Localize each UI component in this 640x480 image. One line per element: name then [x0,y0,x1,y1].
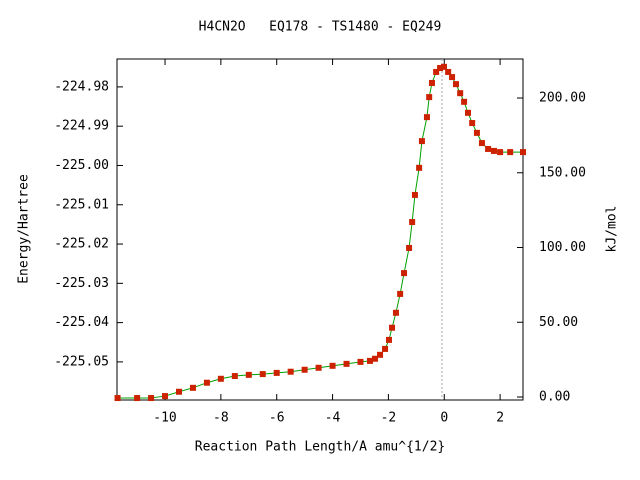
point-marker [485,145,492,152]
y-tick-label: -224.99 [54,119,109,134]
x-tick-label: 0 [440,411,448,426]
y-tick-label: -225.01 [54,197,109,212]
point-marker [372,355,379,362]
point-marker [245,371,252,378]
plot-frame [116,58,524,401]
y2-tick-label: 50.00 [539,315,578,330]
point-marker [287,368,294,375]
y-tick-label: -225.00 [54,158,109,173]
point-marker [366,357,373,364]
point-marker [440,63,447,70]
y2-tick-label: 100.00 [539,240,586,255]
y2-tick-label: 0.00 [539,390,570,405]
point-marker [315,364,322,371]
point-marker [392,309,399,316]
point-marker [397,290,404,297]
point-marker [426,94,433,101]
point-marker [401,270,408,277]
energy-line [117,66,523,399]
y-tick-label: -225.02 [54,237,109,252]
point-marker [231,373,238,380]
point-marker [385,336,392,343]
point-marker [457,90,464,97]
point-marker [473,129,480,136]
point-marker [329,362,336,369]
point-marker [433,68,440,75]
x-tick-label: 2 [496,411,504,426]
point-marker [449,74,456,81]
point-marker [478,140,485,147]
point-marker [452,81,459,88]
point-marker [461,98,468,105]
point-marker [134,395,141,402]
x-axis-label: Reaction Path Length/A amu^{1/2} [195,440,445,455]
point-marker [382,345,389,352]
point-marker [406,244,413,251]
point-marker [418,138,425,145]
x-tick-label: -8 [213,411,229,426]
y-axis-label: Energy/Hartree [17,174,32,284]
chart-title: H4CN2O EQ178 - TS1480 - EQ249 [199,20,442,35]
point-marker [423,114,430,121]
point-marker [416,164,423,171]
y-tick-label: -225.03 [54,276,109,291]
point-marker [469,120,476,127]
x-tick-label: -10 [153,411,176,426]
y-tick-label: -224.98 [54,79,109,94]
point-marker [497,149,504,156]
y-tick-label: -225.05 [54,354,109,369]
point-marker [377,351,384,358]
point-marker [301,366,308,373]
y-tick-label: -225.04 [54,315,109,330]
y2-tick-label: 150.00 [539,165,586,180]
point-marker [114,395,121,402]
point-marker [357,358,364,365]
x-tick-label: -2 [381,411,397,426]
y2-tick-label: 200.00 [539,91,586,106]
point-marker [389,324,396,331]
point-marker [437,65,444,72]
point-marker [175,388,182,395]
y2-axis-label: kJ/mol [605,206,620,253]
x-tick-label: -6 [269,411,285,426]
point-marker [162,393,169,400]
point-marker [343,360,350,367]
point-marker [507,149,514,156]
point-marker [445,68,452,75]
point-marker [217,375,224,382]
point-marker [464,109,471,116]
point-marker [203,379,210,386]
point-marker [273,369,280,376]
point-marker [148,395,155,402]
point-marker [189,384,196,391]
point-marker [520,149,526,156]
point-marker [409,219,416,226]
point-marker [428,79,435,86]
point-marker [411,191,418,198]
point-marker [259,371,266,378]
x-tick-label: -4 [325,411,341,426]
point-marker [490,147,497,154]
